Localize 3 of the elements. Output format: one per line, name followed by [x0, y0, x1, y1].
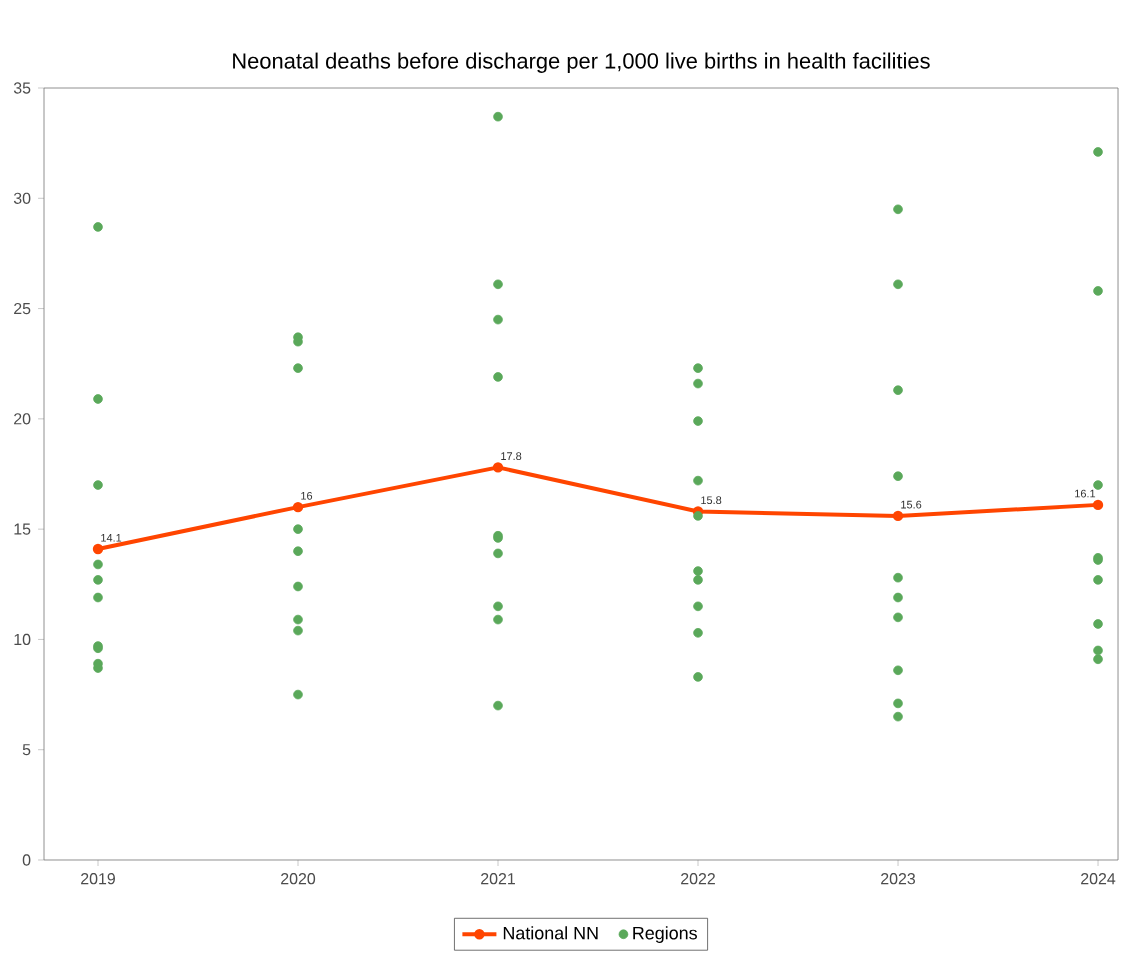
legend-label: National NN: [503, 926, 598, 940]
chart-title: Neonatal deaths before discharge per 1,000 live births in health facilities: [233, 52, 930, 73]
legend-label: Regions: [633, 926, 697, 943]
